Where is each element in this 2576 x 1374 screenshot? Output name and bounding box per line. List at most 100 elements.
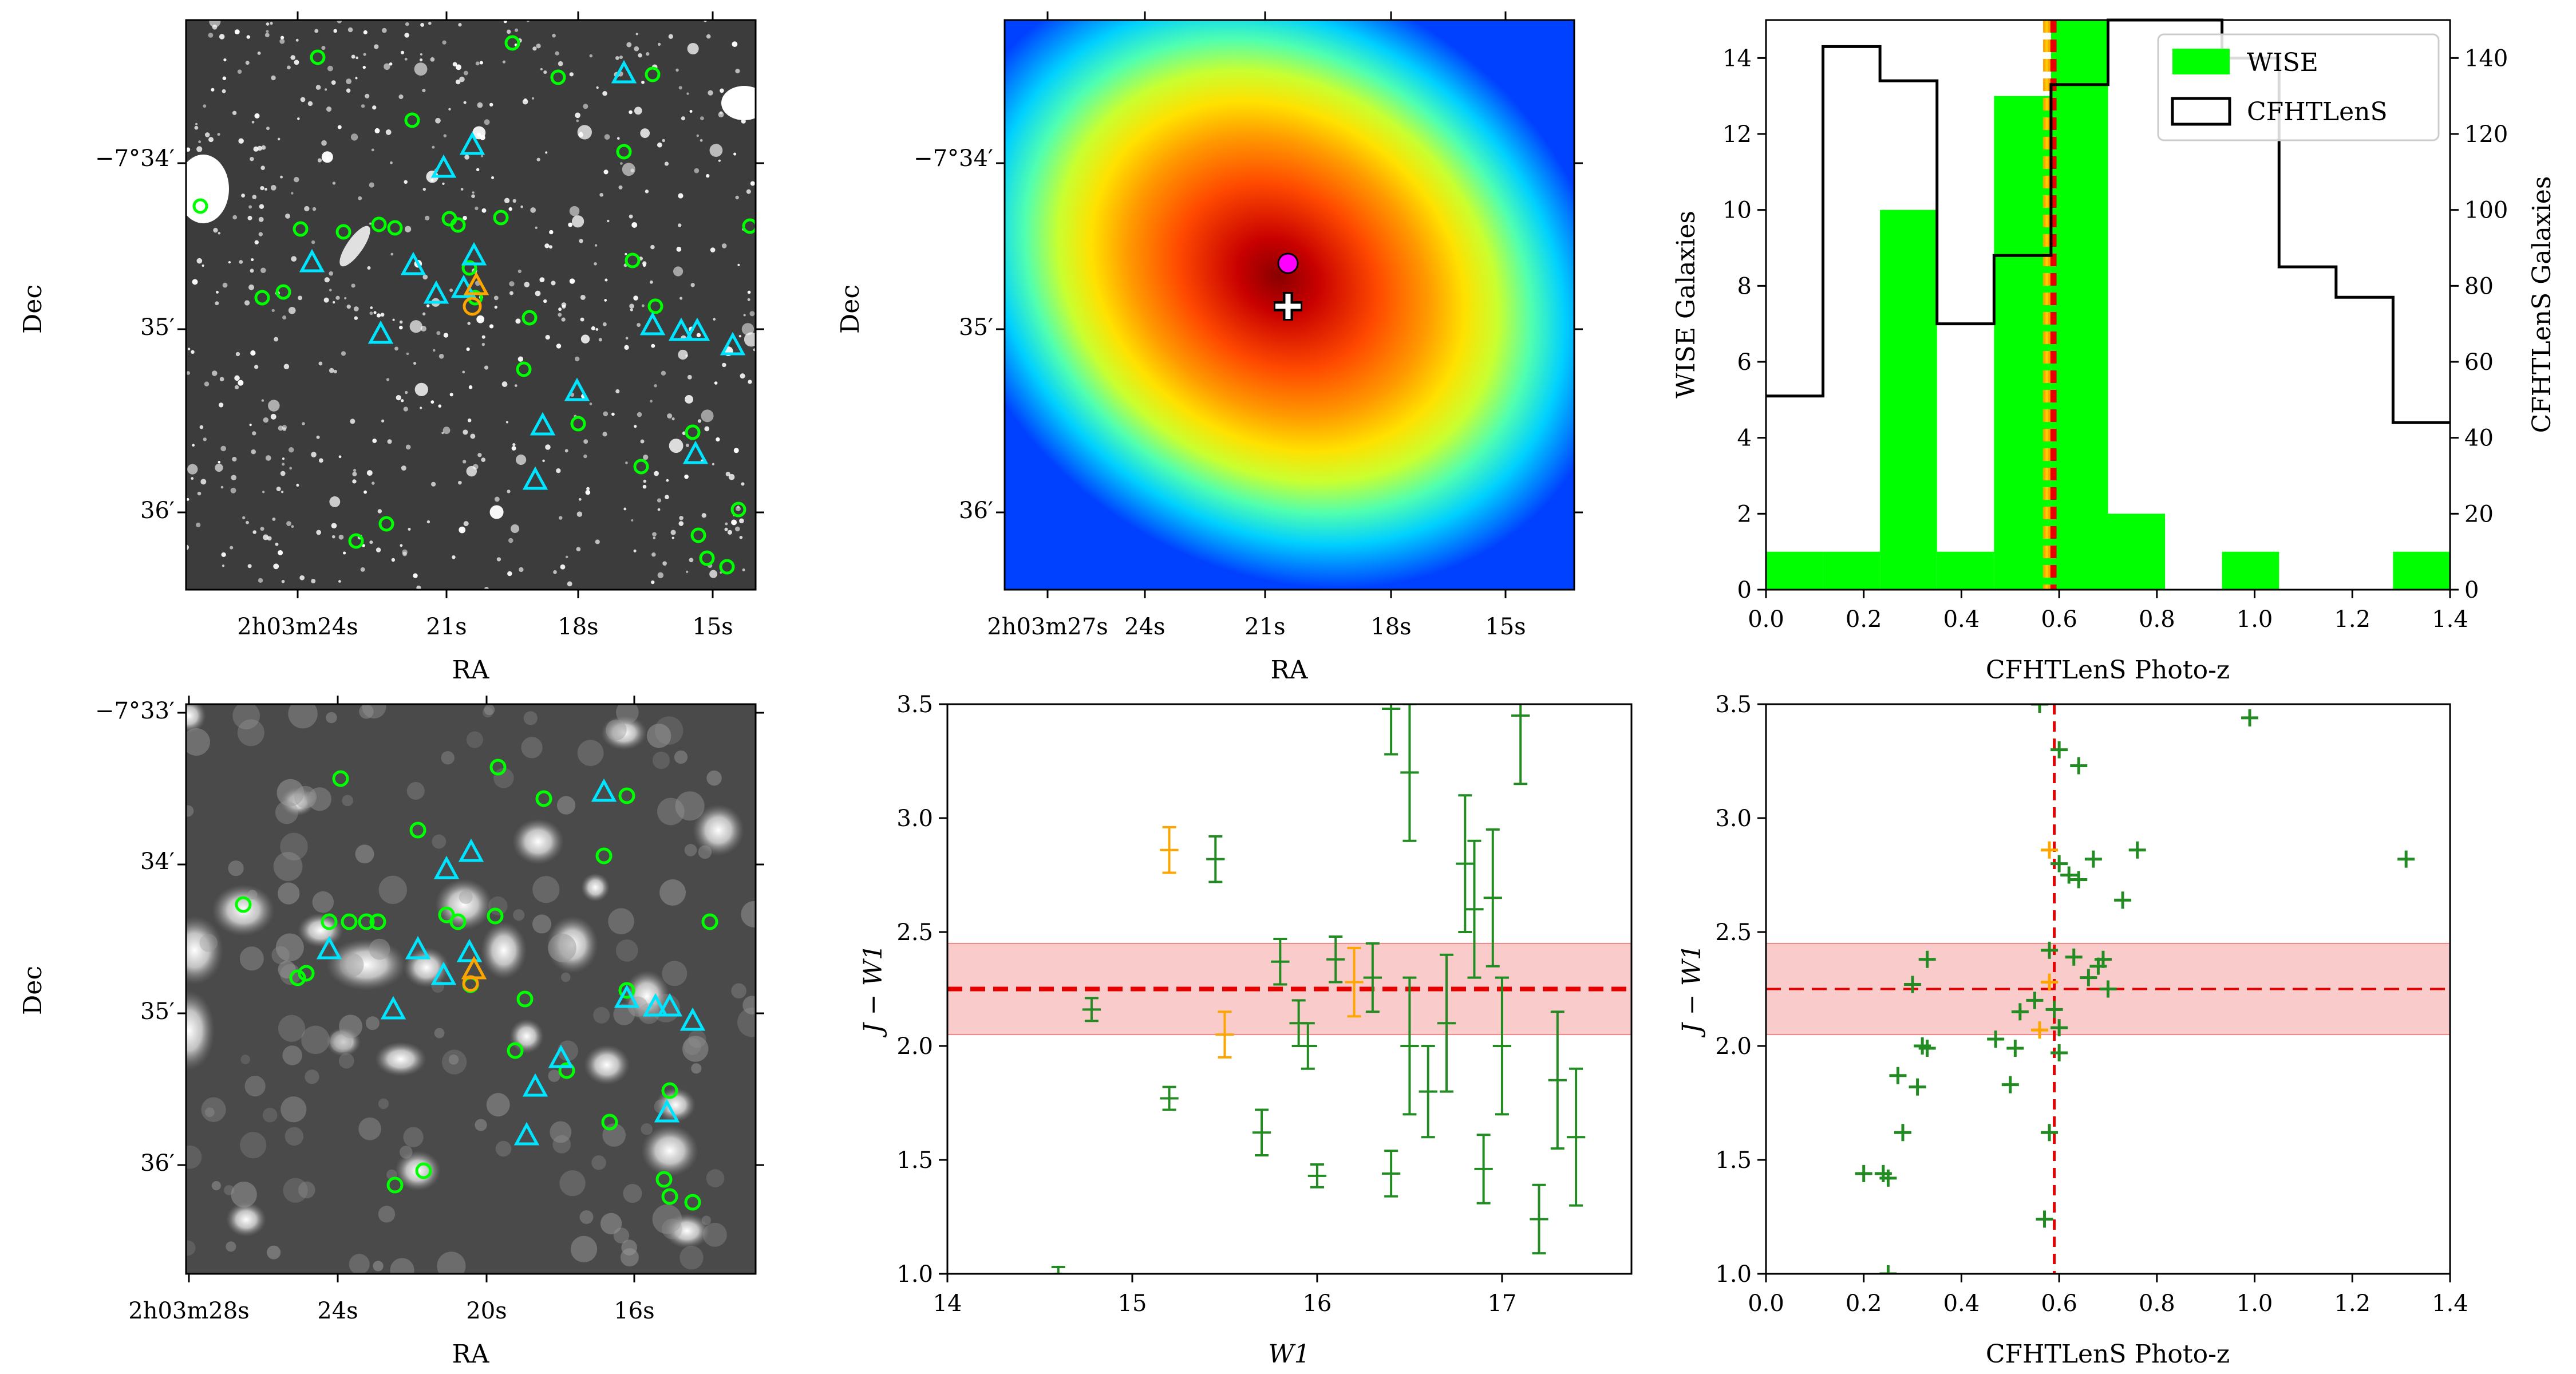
star [333,29,337,33]
smoothed-noise [691,1063,702,1074]
star [353,468,357,472]
star [208,137,214,143]
star [489,102,493,107]
star [512,199,516,203]
smoothed-noise [441,751,455,765]
star [264,33,270,38]
star [263,417,269,423]
xtick-label: 0.6 [2041,1290,2077,1317]
star [312,207,317,211]
star [390,252,394,256]
star [602,432,607,437]
star [316,530,322,535]
smoothed-noise [403,1127,424,1147]
star [260,267,266,273]
star [311,578,316,583]
smoothed-noise [365,1016,380,1030]
star [535,290,541,297]
ytick-label: 2.0 [896,1033,933,1060]
star [298,295,303,301]
star [459,526,466,534]
smoothed-noise [532,876,560,903]
star [377,509,382,514]
star [735,195,739,200]
star [463,521,469,527]
ytick-label: 3.5 [896,692,933,718]
star [598,338,602,342]
star [580,317,584,322]
panel-optical-image: 2h03m24s 21s 18s 15s −7°34′ 35′ 36′ RA D… [18,11,764,685]
star [263,534,269,540]
star [689,109,693,113]
smoothed-noise [244,1076,266,1097]
star [197,491,202,496]
star [464,155,469,160]
star [548,245,552,249]
star [346,78,352,85]
star [430,57,435,62]
star [404,57,408,61]
star [576,511,583,517]
hist-ytick-right-label: 40 [2464,425,2494,452]
star [278,425,283,431]
star [280,471,286,476]
xtick-label: 1.2 [2334,1290,2370,1317]
star [405,22,409,26]
star [602,90,607,96]
xtick-label: 0.2 [1846,1290,1882,1317]
peak-marker [1277,252,1299,274]
star [215,290,219,294]
xtick-label: 0.0 [1748,1290,1784,1317]
star [583,454,587,459]
p4-ytick: 34′ [140,848,175,875]
star [373,311,377,314]
star [481,208,487,213]
star [271,75,276,81]
star [409,320,422,333]
cyan-triangle [461,242,487,266]
star [438,404,442,408]
smoothed-source [298,913,343,947]
wise-galaxy-circle [730,502,746,518]
hist-xlabel: CFHTLenS Photo-z [1986,656,2230,685]
wise-bar [1880,210,1937,590]
star [245,61,250,65]
hist-ylabel-left: WISE Galaxies [1672,211,1701,398]
cyan-triangle [405,935,431,960]
star [558,307,562,311]
p4-ytick: 36′ [140,1150,175,1176]
star [228,261,231,264]
star [215,463,223,472]
star [231,475,237,481]
xtick-label: 14 [933,1290,962,1317]
smoothed-noise [434,1028,445,1039]
star [296,484,299,487]
star [735,506,741,512]
star [507,489,511,493]
hist-ytick-label: 12 [1722,121,1752,148]
star [670,530,676,535]
star [706,34,711,39]
smoothed-noise [521,737,543,759]
wise-galaxy-circle [701,913,718,930]
smoothed-source [326,1028,361,1056]
star [435,117,441,124]
smoothed-noise [579,1210,594,1224]
wise-galaxy-circle [601,1114,618,1131]
hist-xtick-label: 0.0 [1748,606,1784,633]
hist-ytick-right-label: 140 [2464,45,2508,72]
smoothed-noise [731,983,746,999]
smoothed-noise [240,1132,267,1159]
star [208,33,214,38]
star [651,580,655,585]
star [747,298,750,301]
star [253,146,259,152]
star [734,526,740,532]
star [579,239,583,243]
bright-galaxy [339,226,370,267]
star [204,381,210,386]
star [260,527,264,531]
star [261,145,266,150]
wise-galaxy-circle [341,913,358,930]
star [398,325,403,330]
